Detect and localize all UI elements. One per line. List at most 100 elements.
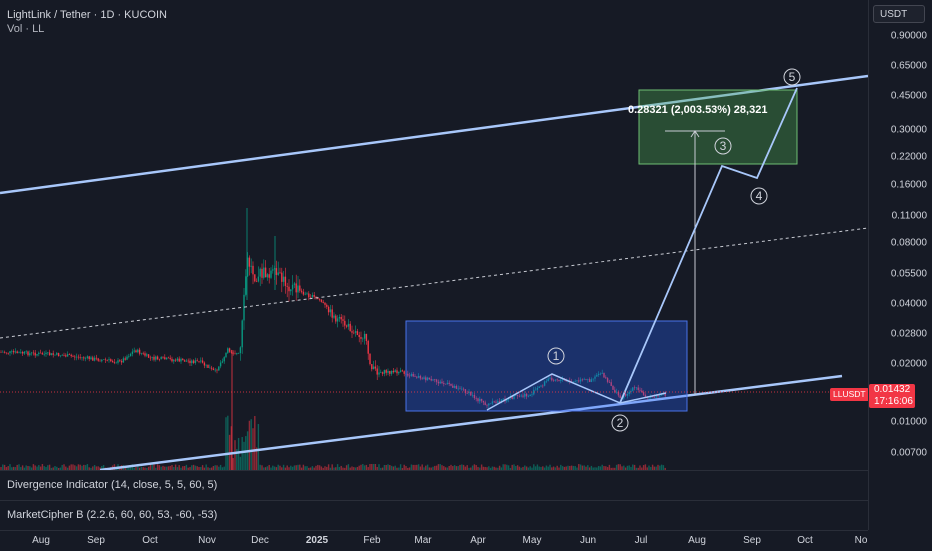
currency-selector[interactable]: USDT — [873, 5, 925, 23]
candle-body — [129, 353, 132, 357]
volume-bar — [513, 464, 515, 470]
time-label: Sep — [87, 535, 105, 546]
candle-body — [277, 272, 279, 275]
time-label: Aug — [688, 535, 706, 546]
volume-bar — [99, 467, 101, 470]
symbol-title[interactable]: LightLink / Tether · 1D · KUCOIN — [7, 9, 167, 21]
candle-body — [119, 360, 121, 362]
target-box[interactable] — [638, 89, 798, 165]
wave-3-circle[interactable] — [714, 137, 732, 155]
time-label: Sep — [743, 535, 761, 546]
volume-bar — [52, 467, 54, 470]
candle-body — [371, 364, 373, 370]
volume-bar — [237, 438, 240, 470]
time-label: Oct — [797, 535, 813, 546]
volume-bar — [594, 467, 596, 470]
candle-body — [39, 352, 42, 354]
volume-bar — [135, 467, 137, 470]
volume-bar — [16, 464, 18, 470]
candle-body — [210, 367, 213, 369]
wave-1-circle[interactable] — [547, 347, 565, 365]
volume-bar — [552, 466, 555, 470]
candle-body — [477, 398, 479, 402]
candle-body — [417, 376, 420, 378]
time-label: Apr — [470, 535, 486, 546]
volume-bar — [151, 464, 153, 470]
candle-body — [464, 389, 467, 394]
volume-bar — [378, 464, 380, 470]
range-box[interactable] — [405, 320, 688, 412]
volume-bar — [387, 464, 389, 470]
candle-body — [466, 393, 468, 394]
volume-bar — [365, 464, 368, 470]
candle-body — [293, 283, 296, 285]
volume-bar — [185, 464, 188, 470]
candle-body — [360, 337, 362, 339]
wave-projection-line[interactable] — [619, 87, 798, 404]
candle-body — [50, 353, 53, 356]
candle-body — [32, 352, 35, 354]
time-label: Oct — [142, 535, 158, 546]
channel-lower-line[interactable] — [99, 374, 843, 470]
candle-body — [639, 389, 641, 391]
volume-bar — [57, 467, 60, 470]
chart-canvas[interactable] — [0, 0, 868, 470]
volume-bar — [473, 464, 476, 470]
candle-body — [223, 357, 225, 362]
volume-label[interactable]: Vol · LL — [7, 23, 45, 35]
candle-body — [3, 351, 6, 353]
candle-body — [99, 360, 101, 362]
marketcipher-pane[interactable]: MarketCipher B (2.2.6, 60, 60, 53, -60, … — [0, 500, 868, 531]
volume-bar — [306, 466, 308, 470]
candle-body — [608, 381, 611, 383]
price-tick: 0.00700 — [890, 447, 927, 459]
price-tick: 0.02800 — [890, 328, 927, 340]
volume-bar — [23, 467, 26, 470]
candle-body — [41, 353, 44, 355]
candle-body — [659, 395, 661, 397]
channel-upper-line[interactable] — [0, 74, 868, 195]
candle-body — [344, 320, 346, 326]
volume-bar — [608, 464, 611, 470]
price-tick: 0.22000 — [890, 151, 927, 163]
price-chart[interactable]: LightLink / Tether · 1D · KUCOIN Vol · L… — [0, 0, 868, 470]
channel-mid-line[interactable] — [0, 227, 868, 339]
candle-body — [20, 351, 22, 353]
candle-body — [414, 376, 416, 377]
candle-body — [304, 293, 306, 295]
volume-bar — [36, 466, 38, 470]
volume-bar — [603, 466, 605, 470]
volume-bar — [295, 465, 297, 470]
wave-4-circle[interactable] — [750, 187, 768, 205]
volume-bar — [405, 466, 407, 470]
volume-bar — [340, 465, 342, 470]
candle-body — [390, 370, 393, 374]
volume-bar — [500, 467, 503, 470]
candle-body — [457, 388, 459, 390]
volume-bar — [162, 465, 164, 470]
volume-bar — [324, 466, 326, 470]
divergence-indicator-pane[interactable]: Divergence Indicator (14, close, 5, 5, 6… — [0, 470, 868, 501]
marketcipher-label[interactable]: MarketCipher B (2.2.6, 60, 60, 53, -60, … — [7, 509, 218, 521]
candle-body — [261, 268, 263, 278]
time-axis[interactable]: Aug Sep Oct Nov Dec 2025 Feb Mar Apr May… — [0, 530, 868, 551]
price-tick: 0.02000 — [890, 358, 927, 370]
wave-5-circle[interactable] — [783, 68, 801, 86]
candle-body — [7, 352, 9, 354]
candle-body — [23, 351, 26, 354]
volume-bar — [461, 464, 463, 470]
volume-bar — [189, 467, 191, 470]
candle-body — [394, 370, 396, 373]
volume-bar — [407, 467, 409, 470]
candle-body — [25, 351, 27, 353]
volume-bar — [221, 467, 224, 470]
price-axis[interactable]: USDT 0.90000 0.65000 0.45000 0.30000 0.2… — [868, 0, 932, 530]
volume-bar — [245, 436, 247, 470]
divergence-indicator-label[interactable]: Divergence Indicator (14, close, 5, 5, 6… — [7, 479, 218, 491]
candle-body — [308, 293, 310, 298]
volume-bar — [9, 464, 11, 470]
candle-body — [349, 323, 351, 332]
wave-2-circle[interactable] — [611, 414, 629, 432]
candle-body — [279, 272, 281, 274]
candle-body — [90, 357, 92, 360]
